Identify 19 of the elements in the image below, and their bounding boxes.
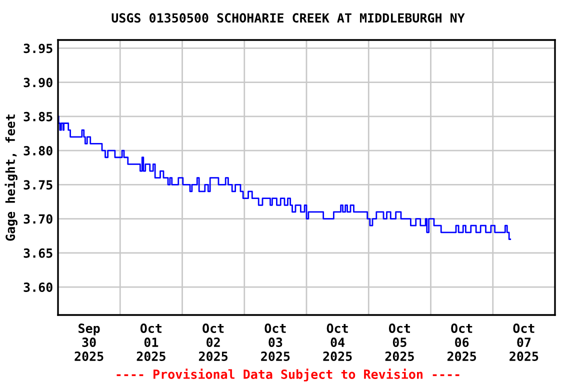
x-tick-label: Oct 05 2025 [385,324,414,362]
x-tick-label: Oct 02 2025 [198,324,228,362]
chart-title: USGS 01350500 SCHOHARIE CREEK AT MIDDLEBURGH NY [112,13,465,23]
x-tick-label: Oct 07 2025 [510,324,538,362]
x-tick-label: Oct 04 2025 [323,324,352,362]
x-tick-label: Oct 01 2025 [136,324,166,362]
x-tick-label: Sep 30 2025 [74,324,104,362]
text: ---- Provisional Data Subject to Revision ---- [116,368,460,382]
y-tick-label: 3.70 [24,214,52,224]
x-tick-label: Oct 06 2025 [447,324,476,362]
y-tick-label: 3.75 [24,180,52,190]
y-tick-label: 3.65 [24,248,52,258]
y-tick-label: 3.90 [24,78,52,88]
y-axis-title: Gage height, feet [4,114,18,241]
y-tick-label: 3.85 [24,112,52,122]
y-tick-label: 3.95 [24,44,52,54]
y-tick-label: 3.80 [24,146,52,156]
y-tick-label: 3.60 [24,282,52,292]
x-tick-label: Oct 03 2025 [261,324,290,362]
